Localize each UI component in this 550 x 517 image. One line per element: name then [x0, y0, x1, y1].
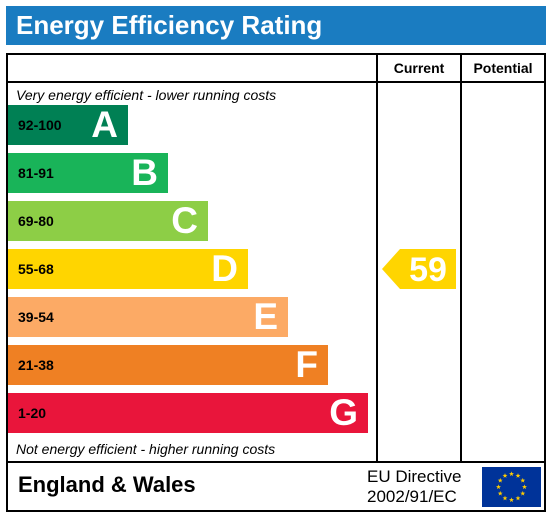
- rating-band-range: 69-80: [18, 213, 54, 229]
- rating-band-letter: D: [211, 248, 238, 289]
- rating-band-g: 1-20 G: [8, 393, 368, 433]
- eu-flag-star: [522, 484, 527, 490]
- caption-efficient: Very energy efficient - lower running co…: [16, 87, 277, 103]
- potential-column-header: Potential: [473, 60, 533, 76]
- rating-band-range: 92-100: [18, 117, 62, 133]
- eu-directive: EU Directive 2002/91/EC: [367, 467, 461, 507]
- eu-flag-star: [520, 490, 526, 496]
- current-rating-value: 59: [409, 251, 447, 289]
- eu-flag-star: [497, 477, 503, 483]
- chart-frame: [6, 53, 546, 512]
- eu-flag-star: [497, 490, 503, 496]
- rating-band-b: 81-91 B: [8, 153, 168, 193]
- eu-flag-star: [509, 497, 514, 503]
- page-title: Energy Efficiency Rating: [6, 6, 546, 45]
- rating-band-letter: B: [131, 152, 158, 193]
- footer-divider: [6, 461, 546, 463]
- current-rating-arrow-shape: [382, 249, 456, 289]
- eu-flag-star: [496, 484, 501, 490]
- rating-band-range: 39-54: [18, 309, 54, 325]
- rating-band-f: 21-38 F: [8, 345, 328, 385]
- header-divider: [6, 81, 546, 83]
- eu-flag-star: [509, 471, 514, 477]
- rating-band-range: 81-91: [18, 165, 54, 181]
- eu-flag-star: [502, 473, 508, 478]
- current-rating-arrow: 59: [382, 249, 456, 289]
- rating-band-a: 92-100 A: [8, 105, 128, 145]
- region-label: England & Wales: [18, 472, 196, 497]
- eu-directive-line1: EU Directive: [367, 467, 462, 486]
- eu-flag-star: [515, 495, 521, 501]
- eu-flag-star: [515, 473, 521, 478]
- eu-flag-star: [502, 495, 508, 501]
- caption-inefficient: Not energy efficient - higher running co…: [16, 441, 276, 457]
- eu-directive-line2: 2002/91/EC: [367, 487, 457, 506]
- rating-band-letter: A: [91, 104, 118, 145]
- eu-flag-icon: [482, 467, 541, 507]
- rating-band-range: 21-38: [18, 357, 54, 373]
- rating-band-letter: E: [253, 296, 278, 337]
- column-divider: [460, 53, 462, 462]
- rating-band-range: 55-68: [18, 261, 54, 277]
- rating-band-c: 69-80 C: [8, 201, 208, 241]
- current-column-header: Current: [393, 60, 445, 76]
- column-divider: [376, 53, 378, 462]
- rating-band-range: 1-20: [18, 405, 47, 421]
- rating-band-e: 39-54 E: [8, 297, 288, 337]
- eu-flag-star: [520, 477, 526, 483]
- rating-band-letter: F: [295, 344, 318, 385]
- rating-band-letter: G: [329, 392, 358, 433]
- rating-band-letter: C: [171, 200, 198, 241]
- rating-band-d: 55-68 D: [8, 249, 248, 289]
